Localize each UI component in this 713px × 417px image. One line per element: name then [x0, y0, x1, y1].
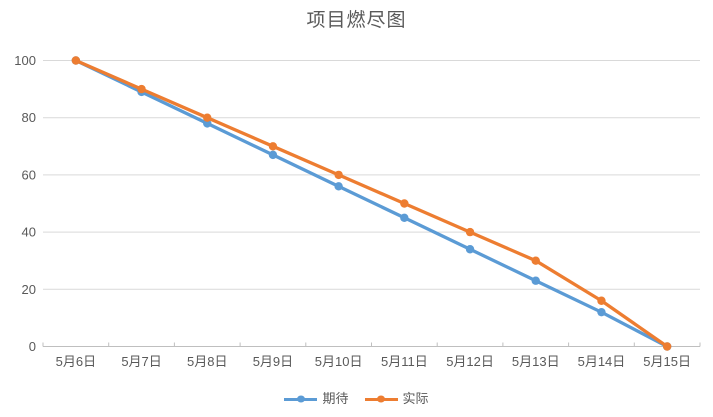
y-axis-tick-label: 80 [22, 110, 36, 125]
data-point-marker [400, 213, 409, 222]
x-axis-category-label: 5月15日 [643, 354, 691, 369]
data-point-marker [137, 84, 146, 94]
x-axis-category-label: 5月13日 [512, 354, 560, 369]
data-point-marker [71, 56, 81, 65]
legend: 期待 实际 [0, 391, 713, 407]
data-point-marker [531, 256, 540, 265]
y-axis-tick-label: 60 [22, 167, 36, 182]
y-axis-tick-label: 40 [22, 225, 36, 240]
data-point-marker [334, 170, 343, 180]
data-point-marker [400, 199, 409, 208]
x-axis-category-label: 5月9日 [253, 354, 293, 369]
legend-item-实际: 实际 [364, 391, 429, 407]
x-axis-category-label: 5月12日 [446, 354, 494, 369]
legend-marker-dot [296, 395, 305, 403]
y-axis-tick-label: 20 [22, 282, 36, 297]
data-point-marker [531, 276, 540, 285]
data-point-marker [597, 296, 606, 305]
y-axis-tick-label: 100 [14, 53, 36, 68]
series-line-实际 [74, 58, 669, 349]
data-point-marker [334, 182, 343, 191]
x-axis-category-label: 5月11日 [381, 354, 428, 369]
data-point-marker [203, 113, 212, 122]
legend-line-marker-swatch [364, 395, 398, 403]
y-axis-tick-label: 0 [29, 339, 36, 354]
data-point-marker [465, 227, 475, 237]
x-axis-category-label: 5月14日 [578, 354, 626, 369]
legend-label: 期待 [322, 391, 349, 406]
data-point-marker [662, 342, 672, 351]
data-point-marker [268, 142, 278, 151]
data-point-marker [465, 245, 475, 254]
legend-marker-dot [377, 395, 385, 403]
data-point-marker [597, 307, 606, 317]
legend-line-marker-swatch [284, 395, 318, 403]
x-axis-category-label: 5月6日 [56, 354, 96, 369]
legend-item-期待: 期待 [284, 391, 349, 407]
series-line-期待 [74, 58, 669, 349]
chart-title: 项目燃尽图 [306, 10, 407, 31]
data-point-marker [268, 150, 278, 160]
x-axis-category-label: 5月8日 [187, 354, 227, 369]
x-axis-category-label: 5月7日 [121, 354, 161, 369]
x-axis-category-label: 5月10日 [315, 354, 363, 369]
legend-label: 实际 [402, 391, 429, 406]
